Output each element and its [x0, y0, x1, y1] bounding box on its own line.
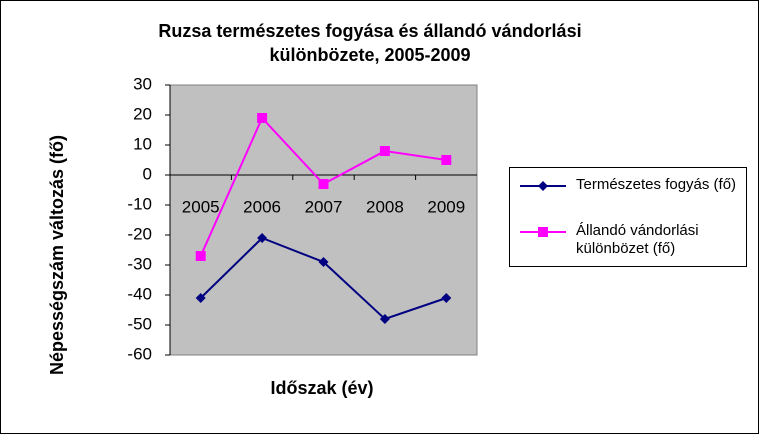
x-tick-label: 2005 [182, 197, 220, 216]
marker [441, 293, 452, 303]
y-axis-label: Népességszám változás (fő) [47, 135, 67, 375]
marker [318, 257, 329, 267]
x-tick-label: 2008 [366, 197, 404, 216]
marker [257, 233, 268, 243]
legend-swatch [520, 181, 566, 191]
marker [257, 113, 268, 123]
marker [379, 146, 390, 156]
legend: Természetes fogyás (fő) Állandó vándorlás… [509, 167, 747, 267]
legend-label: Természetes fogyás (fő) [576, 176, 737, 193]
legend-label: Állandó vándorlási különbözet (fő) [576, 222, 699, 257]
marker [538, 227, 548, 237]
marker [379, 314, 390, 324]
marker [318, 179, 329, 189]
y-tick-label: -40 [127, 284, 152, 303]
legend-swatch [520, 227, 566, 237]
y-tick-label: 10 [133, 134, 152, 153]
y-tick-label: -20 [127, 224, 152, 243]
x-tick-label: 2006 [243, 197, 281, 216]
y-tick-label: 20 [133, 104, 152, 123]
y-tick-label: -60 [127, 344, 152, 363]
y-tick-label: 0 [143, 164, 152, 183]
x-tick-label: 2009 [427, 197, 465, 216]
marker [195, 293, 206, 303]
x-tick-label: 2007 [305, 197, 343, 216]
chart-title: különbözete, 2005-2009 [269, 45, 470, 65]
y-tick-label: -30 [127, 254, 152, 273]
marker [441, 155, 452, 165]
marker [195, 251, 206, 261]
chart-title: Ruzsa természetes fogyása és állandó ván… [158, 21, 581, 41]
x-axis-label: Időszak (év) [270, 378, 373, 398]
y-tick-label: -10 [127, 194, 152, 213]
y-tick-label: 30 [133, 74, 152, 93]
marker [538, 181, 548, 191]
y-tick-label: -50 [127, 314, 152, 333]
